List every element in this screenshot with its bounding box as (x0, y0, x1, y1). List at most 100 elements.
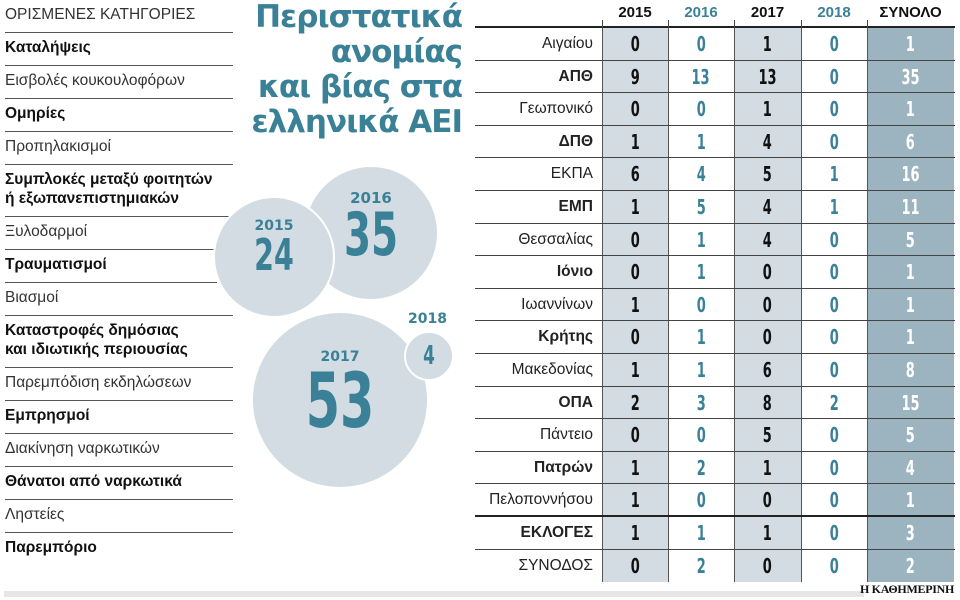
cell-value: 4 (696, 162, 706, 187)
divider (602, 125, 603, 158)
cell-value: 1 (762, 455, 773, 480)
divider (867, 321, 868, 353)
divider (668, 158, 669, 190)
cell-value: 5 (905, 227, 916, 252)
cell-value: 9 (630, 64, 640, 89)
divider (867, 353, 868, 386)
divider (668, 28, 669, 60)
row-label: Μακεδονίας (511, 360, 593, 378)
cell-2018: 0 (801, 353, 867, 386)
row-label: Πατρών (534, 458, 593, 476)
divider (668, 549, 669, 583)
cell-2016: 1 (668, 353, 734, 386)
cell-value: 1 (905, 260, 916, 285)
cell-2018: 0 (801, 28, 867, 60)
table-row: Αιγαίου 0 0 1 0 1 (475, 28, 955, 61)
divider (734, 60, 735, 93)
cell-2017: 4 (734, 125, 801, 158)
divider (867, 419, 868, 451)
cell-2017: 5 (734, 419, 801, 451)
row-label: Αιγαίου (541, 35, 593, 52)
row-label: Κρήτης (538, 328, 593, 346)
cell-value: 1 (829, 194, 839, 219)
table-row: Πελοποννήσου 1 0 0 0 1 (475, 484, 955, 517)
divider (801, 419, 802, 451)
bubble-2018: 4 (404, 331, 454, 381)
cell-2016: 2 (668, 549, 734, 583)
cell-total: 1 (867, 93, 954, 125)
cell-value: 0 (630, 227, 640, 252)
divider (801, 190, 802, 223)
row-label: Πάντειο (539, 426, 593, 444)
incidents-table: 2015 2016 2017 2018 ΣΥΝΟΛΟ Αιγαίου 0 0 1 0 1 Α… (475, 0, 955, 583)
cell-value: 0 (696, 423, 706, 448)
page-title: Περιστατικά ανομίας και βίας στα ελληνικ… (250, 0, 463, 140)
cell-value: 1 (829, 162, 839, 187)
table-row: ΕΜΠ 1 5 4 1 11 (475, 190, 955, 224)
cell-value: 1 (630, 129, 640, 154)
cell-value: 1 (696, 129, 706, 154)
cell-total: 2 (867, 549, 954, 583)
cell-2016: 2 (668, 451, 734, 484)
divider (668, 60, 669, 93)
cell-value: 2 (630, 390, 640, 415)
cell-value: 2 (696, 455, 706, 480)
cell-total: 6 (867, 125, 954, 158)
cell-2015: 6 (602, 158, 668, 190)
footer-bar (4, 591, 864, 597)
cell-2015: 1 (602, 190, 668, 223)
divider (668, 93, 669, 125)
cell-2017: 5 (734, 158, 801, 190)
cell-value: 1 (630, 357, 640, 382)
divider (734, 256, 735, 288)
divider (734, 353, 735, 386)
row-label: Γεωπονικό (519, 100, 593, 118)
cell-2016: 0 (668, 484, 734, 515)
divider (867, 28, 868, 60)
divider (801, 353, 802, 386)
cell-2016: 1 (668, 125, 734, 158)
divider (602, 158, 603, 190)
cell-value: 0 (630, 325, 640, 350)
cell-value: 0 (630, 423, 640, 448)
cell-value: 0 (630, 260, 640, 285)
cell-value: 0 (696, 292, 706, 317)
divider (668, 419, 669, 451)
cell-total: 11 (867, 190, 954, 223)
divider (867, 60, 868, 93)
category-item: Τραυματισμοί (5, 250, 217, 283)
divider (734, 223, 735, 256)
col-header-total: ΣΥΝΟΛΟ (879, 4, 942, 21)
divider (668, 20, 669, 28)
divider (801, 20, 802, 28)
cell-2018: 0 (801, 419, 867, 451)
bubble-value: 4 (423, 341, 435, 371)
row-label: ΕΚΠΑ (550, 165, 593, 183)
categories-header: ΟΡΙΣΜΕΝΕΣ ΚΑΤΗΓΟΡΙΕΣ (5, 0, 233, 33)
divider (668, 484, 669, 515)
title-line: Περιστατικά (255, 0, 463, 35)
divider (801, 60, 802, 93)
cell-value: 0 (829, 553, 839, 578)
divider (867, 93, 868, 125)
cell-2015: 1 (602, 451, 668, 484)
divider (867, 484, 868, 515)
category-item: Καταστροφές δημόσιας και ιδιωτικής περιου… (5, 316, 233, 368)
divider (867, 158, 868, 190)
divider (668, 451, 669, 484)
row-label: Πελοποννήσου (489, 491, 593, 509)
category-item: Διακίνηση ναρκωτικών (5, 434, 233, 467)
cell-2016: 0 (668, 288, 734, 321)
cell-value: 1 (696, 357, 706, 382)
divider (734, 419, 735, 451)
divider (734, 158, 735, 190)
divider (602, 516, 603, 549)
divider (734, 28, 735, 60)
cell-value: 1 (905, 325, 916, 350)
cell-total: 35 (867, 60, 954, 93)
cell-2018: 2 (801, 386, 867, 419)
divider (734, 125, 735, 158)
divider (602, 60, 603, 93)
cell-value: 1 (905, 292, 916, 317)
cell-2017: 1 (734, 516, 801, 549)
